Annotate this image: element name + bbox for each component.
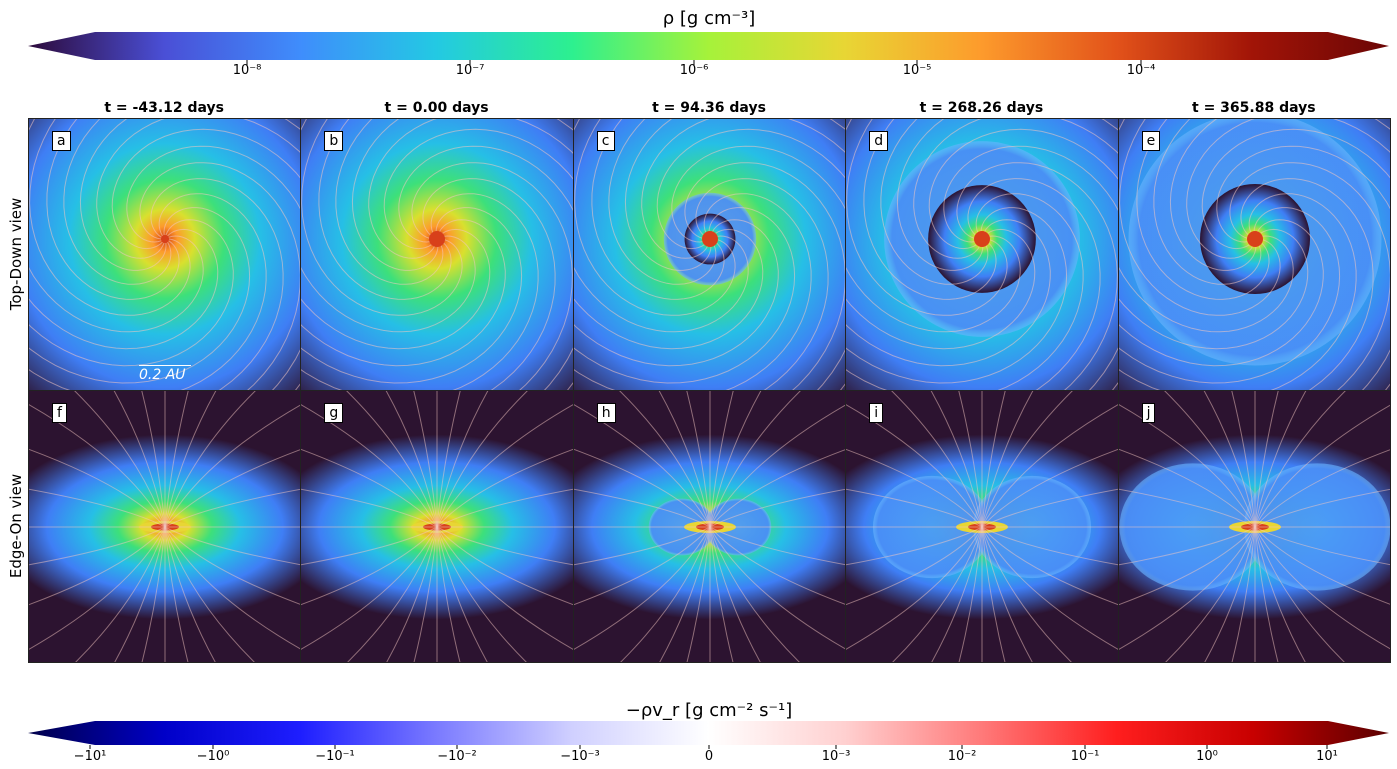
panel-letter: i [869,403,884,423]
panel-letter: e [1141,131,1161,151]
density-tick-label: 10⁻⁴ [1126,63,1156,78]
density-map [573,391,846,662]
density-map [1118,119,1390,390]
density-map [301,391,573,662]
edge-on-panel: f [28,390,302,663]
column-title: t = 0.00 days [384,100,489,116]
column-title: t = 268.26 days [919,100,1044,116]
column-title: t = 365.88 days [1192,100,1316,116]
flux-tick-label: 10⁻² [947,749,977,764]
density-tick-label: 10⁻⁷ [455,63,485,78]
flux-tick-label: 10⁰ [1196,749,1218,764]
edge-on-panel: h [572,390,847,663]
panel-letter: b [324,131,344,151]
flux-tick-label: 10⁻¹ [1070,749,1100,764]
flux-tick-label: −10⁻² [437,749,477,764]
row-label-top-down: Top-Down view [7,197,25,311]
density-map [573,119,846,390]
column-title: t = -43.12 days [104,100,225,116]
top-down-panel: d [845,118,1119,391]
edge-on-panel: i [845,390,1119,663]
flux-tick-label: −10⁻³ [560,749,600,764]
flux-tick-label: −10¹ [73,749,107,764]
density-map [29,119,301,390]
scale-bar-label: 0.2 AU [139,367,186,383]
column-title: t = 94.36 days [652,100,766,116]
top-down-panel: b [300,118,574,391]
panel-letter: g [324,403,344,423]
flux-tick-label: 0 [704,749,714,764]
panel-letter: h [596,403,616,423]
top-down-panel: a 0.2 AU [28,118,302,391]
flux-colorbar-title: −ρv_r [g cm⁻² s⁻¹] [625,700,793,721]
edge-on-panel: j [1117,390,1391,663]
density-map [846,391,1118,662]
density-map [1118,391,1390,662]
flux-tick-label: 10⁻³ [821,749,851,764]
top-down-panel: e [1117,118,1391,391]
scale-bar [139,365,191,366]
edge-on-panel: g [300,390,574,663]
flux-tick-label: 10¹ [1316,749,1338,764]
panel-letter: c [596,131,615,151]
density-map [846,119,1118,390]
flux-tick-label: −10⁰ [196,749,230,764]
density-tick-label: 10⁻⁸ [232,63,262,78]
panel-letter: j [1141,403,1156,423]
density-colorbar [28,32,1389,65]
density-tick-label: 10⁻⁵ [902,63,932,78]
panel-letter: a [52,131,71,151]
density-colorbar-title: ρ [g cm⁻³] [662,8,756,29]
density-map [301,119,573,390]
density-map [29,391,301,662]
flux-tick-label: −10⁻¹ [315,749,355,764]
density-tick-label: 10⁻⁶ [679,63,709,78]
panel-letter: f [52,403,67,423]
top-down-panel: c [572,118,847,391]
panel-letter: d [869,131,889,151]
row-label-edge-on: Edge-On view [7,473,25,579]
